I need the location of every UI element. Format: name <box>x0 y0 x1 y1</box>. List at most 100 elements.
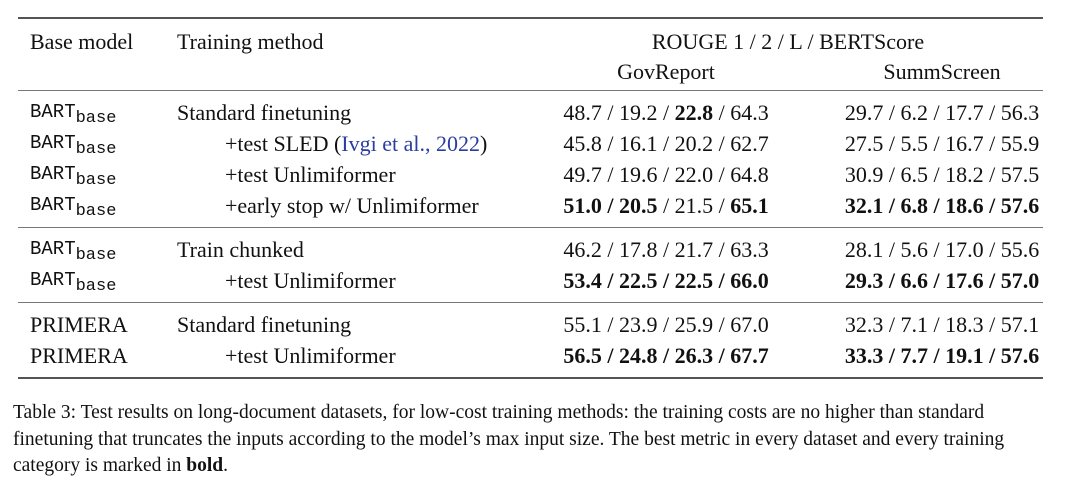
metric-value: 7.7 <box>900 343 928 368</box>
metric-value: 19.6 <box>618 162 658 187</box>
summ-scores: 33.3 / 7.7 / 19.1 / 57.6 <box>844 343 1040 368</box>
gov-scores: 48.7 / 19.2 / 22.8 / 64.3 <box>563 100 769 125</box>
metric-value: 27.5 <box>844 131 884 156</box>
metric-value: 17.0 <box>945 237 984 262</box>
training-method: +early stop w/ Unlimiformer <box>225 193 479 218</box>
citation-link[interactable]: Ivgi et al., 2022 <box>341 131 480 156</box>
table-row: BARTbase +test SLED (Ivgi et al., 2022) 45… <box>18 128 1043 159</box>
metric-value: 7.1 <box>900 312 928 337</box>
metric-value: 32.3 <box>844 312 884 337</box>
metric-value: 29.7 <box>844 100 884 125</box>
metric-value: 21.5 <box>674 193 714 218</box>
metric-value: 56.3 <box>1000 100 1040 125</box>
metric-value: 66.0 <box>730 268 769 293</box>
training-method: +test Unlimiformer <box>225 343 396 368</box>
header-metrics: ROUGE 1 / 2 / L / BERTScore <box>651 29 925 54</box>
group-divider <box>18 90 1043 91</box>
gov-scores: 56.5 / 24.8 / 26.3 / 67.7 <box>563 343 769 368</box>
summ-scores: 28.1 / 5.6 / 17.0 / 55.6 <box>844 237 1040 262</box>
training-method: +test SLED (Ivgi et al., 2022) <box>225 131 488 156</box>
metric-value: 19.2 <box>618 100 658 125</box>
table-row: PRIMERA Standard finetuning 55.1 / 23.9 / … <box>18 309 1043 340</box>
metric-value: 17.6 <box>945 268 984 293</box>
metric-value: 67.0 <box>730 312 769 337</box>
metric-value: 57.0 <box>1000 268 1040 293</box>
metric-value: 55.1 <box>563 312 602 337</box>
metric-value: 19.1 <box>945 343 984 368</box>
metric-value: 16.1 <box>618 131 658 156</box>
results-table: Base model Training method ROUGE 1 / 2 /… <box>18 17 1043 379</box>
metric-value: 55.9 <box>1000 131 1040 156</box>
metric-value: 49.7 <box>563 162 602 187</box>
metric-value: 20.2 <box>674 131 714 156</box>
metric-value: 20.5 <box>618 193 658 218</box>
metric-value: 48.7 <box>563 100 602 125</box>
base-model: BARTbase <box>30 132 117 159</box>
training-method: +test Unlimiformer <box>225 162 396 187</box>
metric-value: 18.6 <box>945 193 984 218</box>
metric-value: 57.6 <box>1000 193 1040 218</box>
metric-value: 51.0 <box>563 193 602 218</box>
metric-value: 63.3 <box>730 237 769 262</box>
table-row: PRIMERA +test Unlimiformer 56.5 / 24.8 / 2… <box>18 340 1043 371</box>
metric-value: 67.7 <box>730 343 769 368</box>
metric-value: 5.5 <box>900 131 928 156</box>
metric-value: 18.2 <box>945 162 984 187</box>
group-divider <box>18 302 1043 303</box>
summ-scores: 32.3 / 7.1 / 18.3 / 57.1 <box>844 312 1040 337</box>
training-method: Standard finetuning <box>177 100 352 125</box>
metric-value: 17.8 <box>618 237 658 262</box>
gov-scores: 46.2 / 17.8 / 21.7 / 63.3 <box>563 237 769 262</box>
metric-value: 62.7 <box>730 131 769 156</box>
metric-value: 55.6 <box>1000 237 1040 262</box>
metric-value: 16.7 <box>945 131 984 156</box>
summ-scores: 29.7 / 6.2 / 17.7 / 56.3 <box>844 100 1040 125</box>
training-method: Standard finetuning <box>177 312 352 337</box>
summ-scores: 29.3 / 6.6 / 17.6 / 57.0 <box>844 268 1040 293</box>
metric-value: 23.9 <box>618 312 658 337</box>
metric-value: 64.8 <box>730 162 769 187</box>
metric-value: 6.2 <box>900 100 928 125</box>
metric-value: 53.4 <box>563 268 602 293</box>
metric-value: 6.8 <box>900 193 928 218</box>
training-method: Train chunked <box>177 237 304 262</box>
base-model: BARTbase <box>30 238 117 265</box>
table-row: BARTbase Standard finetuning 48.7 / 19.2 /… <box>18 97 1043 128</box>
metric-value: 30.9 <box>844 162 884 187</box>
table-row: BARTbase +early stop w/ Unlimiformer 51.0 … <box>18 190 1043 221</box>
base-model: PRIMERA <box>30 312 128 337</box>
table-caption: Table 3: Test results on long-document d… <box>13 402 1005 476</box>
metric-value: 29.3 <box>844 268 884 293</box>
metric-value: 6.6 <box>900 268 928 293</box>
gov-scores: 49.7 / 19.6 / 22.0 / 64.8 <box>563 162 769 187</box>
metric-value: 22.5 <box>674 268 714 293</box>
metric-value: 26.3 <box>674 343 714 368</box>
metric-value: 5.6 <box>900 237 928 262</box>
metric-value: 28.1 <box>844 237 884 262</box>
header-govreport: GovReport <box>617 59 715 84</box>
metric-value: 57.1 <box>1000 312 1040 337</box>
metric-value: 33.3 <box>844 343 884 368</box>
group-divider <box>18 227 1043 228</box>
metric-value: 46.2 <box>563 237 602 262</box>
table-row: BARTbase +test Unlimiformer 49.7 / 19.6 / … <box>18 159 1043 190</box>
gov-scores: 53.4 / 22.5 / 22.5 / 66.0 <box>563 268 769 293</box>
metric-value: 56.5 <box>563 343 602 368</box>
base-model: BARTbase <box>30 101 117 128</box>
metric-value: 32.1 <box>844 193 884 218</box>
header-summscreen: SummScreen <box>883 59 1001 84</box>
summ-scores: 27.5 / 5.5 / 16.7 / 55.9 <box>844 131 1040 156</box>
metric-value: 17.7 <box>945 100 984 125</box>
metric-value: 64.3 <box>730 100 769 125</box>
gov-scores: 45.8 / 16.1 / 20.2 / 62.7 <box>563 131 769 156</box>
base-model: PRIMERA <box>30 343 128 368</box>
gov-scores: 55.1 / 23.9 / 25.9 / 67.0 <box>563 312 769 337</box>
metric-value: 22.5 <box>618 268 658 293</box>
base-model: BARTbase <box>30 194 117 221</box>
metric-value: 22.0 <box>674 162 714 187</box>
metric-value: 21.7 <box>674 237 714 262</box>
metric-value: 25.9 <box>674 312 714 337</box>
base-model: BARTbase <box>30 163 117 190</box>
training-method: +test Unlimiformer <box>225 268 396 293</box>
gov-scores: 51.0 / 20.5 / 21.5 / 65.1 <box>563 193 769 218</box>
